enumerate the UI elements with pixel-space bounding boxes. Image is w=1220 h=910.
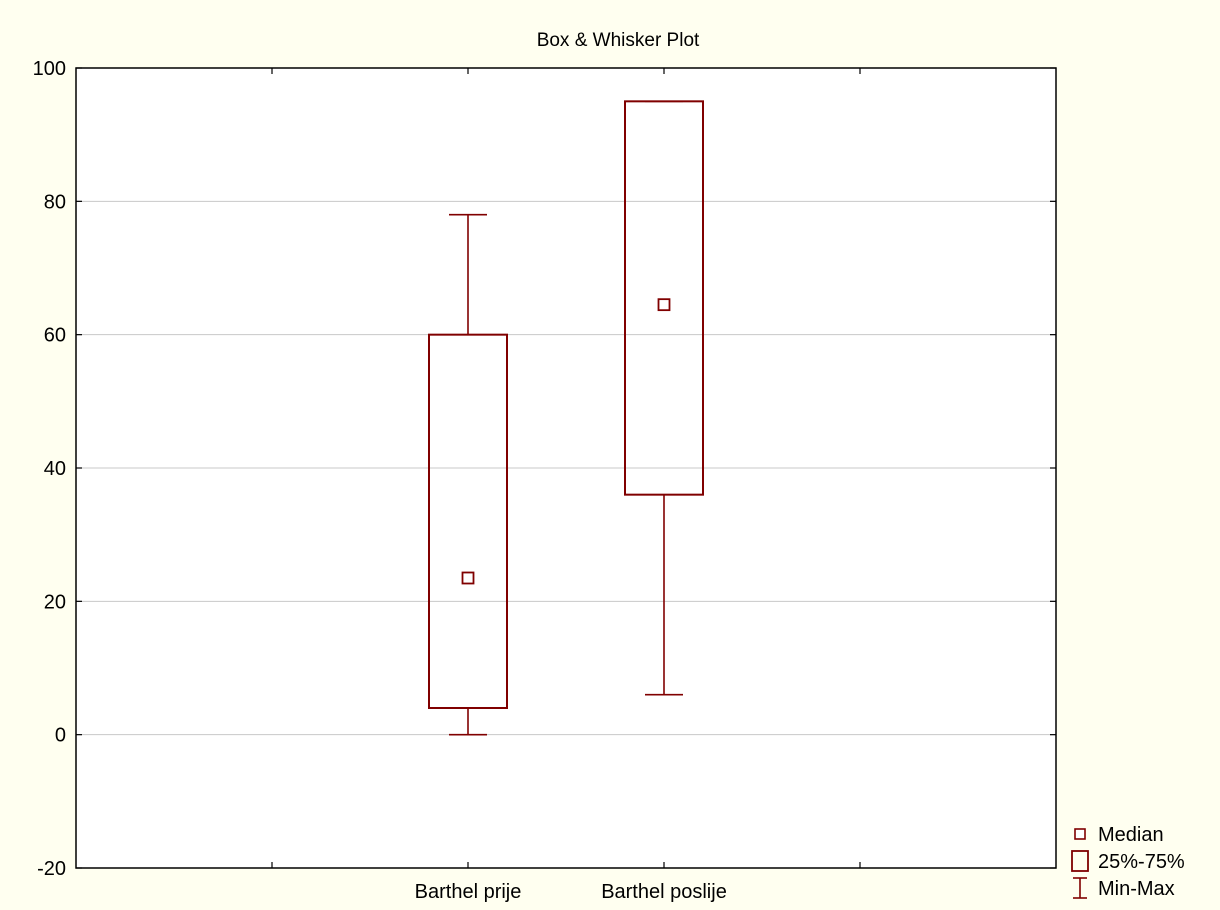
x-tick-label: Barthel prije xyxy=(415,881,522,903)
y-tick-label: 20 xyxy=(44,591,66,613)
y-tick-label: 80 xyxy=(44,191,66,213)
legend-item-box: 25%-75% xyxy=(1071,850,1185,873)
median-marker xyxy=(461,571,475,585)
box-0 xyxy=(428,213,508,736)
y-tick-label: -20 xyxy=(37,858,66,880)
iqr-box xyxy=(624,100,704,496)
legend-label: 25%-75% xyxy=(1098,851,1185,873)
chart-title: Box & Whisker Plot xyxy=(537,30,700,51)
legend-median-icon xyxy=(1074,828,1086,840)
legend-label: Median xyxy=(1098,824,1164,846)
box-series xyxy=(428,100,704,736)
x-axis: Barthel prije Barthel poslije xyxy=(271,68,861,903)
y-tick-label: 60 xyxy=(44,325,66,347)
box-1 xyxy=(624,100,704,696)
y-axis: -20 0 20 40 60 80 100 xyxy=(33,58,1056,880)
iqr-box xyxy=(428,333,508,709)
grid-lines xyxy=(76,200,1056,736)
median-marker xyxy=(657,298,671,312)
y-tick-label: 100 xyxy=(33,58,66,80)
legend-item-median: Median xyxy=(1074,824,1164,846)
y-tick-label: 40 xyxy=(44,458,66,480)
legend-item-whisker: Min-Max xyxy=(1073,877,1175,900)
x-tick-label: Barthel poslije xyxy=(601,881,727,903)
legend: Median 25%-75% Min-Max xyxy=(1071,824,1185,900)
legend-label: Min-Max xyxy=(1098,878,1175,900)
y-tick-label: 0 xyxy=(55,725,66,747)
legend-box-icon xyxy=(1071,850,1089,872)
